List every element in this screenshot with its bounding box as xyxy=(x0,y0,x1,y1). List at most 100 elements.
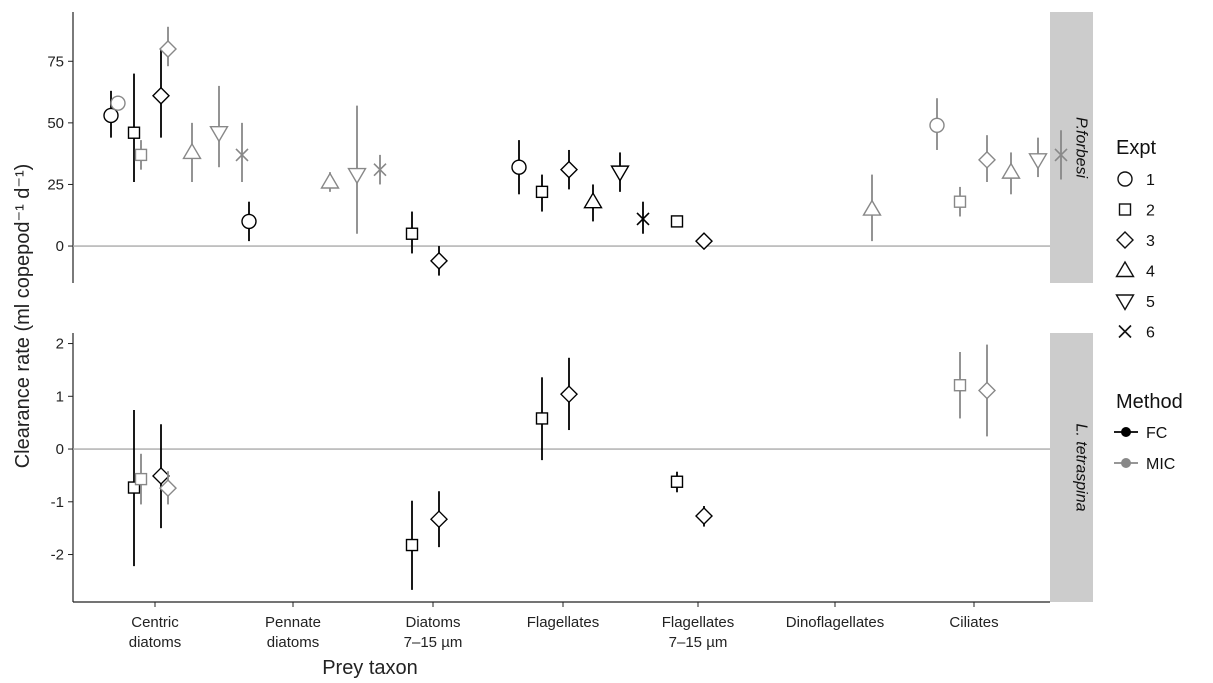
panel-2: L. tetraspina -2 -1 0 1 2 xyxy=(51,333,1093,603)
panel-strip xyxy=(1050,12,1093,283)
legend-expt-marker xyxy=(1116,231,1134,249)
data-point xyxy=(610,152,630,192)
data-point xyxy=(152,48,170,138)
x-tick-label: Flagellates xyxy=(662,614,735,631)
point-marker xyxy=(583,191,603,209)
data-point xyxy=(953,186,967,217)
x-tick-label: Ciliates xyxy=(949,614,998,631)
data-point xyxy=(978,135,996,182)
y-axis-title: Clearance rate (ml copepod⁻¹ d⁻¹) xyxy=(12,164,34,469)
panel-strip xyxy=(1050,333,1093,602)
legend-expt-marker xyxy=(1115,260,1135,278)
point-marker xyxy=(695,507,713,526)
point-marker xyxy=(241,213,257,230)
data-point xyxy=(1028,137,1048,178)
legend-expt-marker xyxy=(1115,294,1135,311)
data-point xyxy=(241,201,257,242)
x-tick-label: diatoms xyxy=(267,634,320,651)
x-tick-label: Pennate xyxy=(265,614,321,631)
data-point xyxy=(953,351,967,419)
data-point xyxy=(535,174,549,212)
data-point xyxy=(511,140,527,195)
data-point xyxy=(430,246,448,276)
y-tick-label: 50 xyxy=(47,115,64,132)
data-point xyxy=(636,201,650,234)
point-marker xyxy=(535,412,549,425)
point-marker xyxy=(978,381,996,400)
data-point xyxy=(670,215,684,228)
legend-expt-marker xyxy=(1118,324,1132,339)
legend-expt-label: 1 xyxy=(1146,172,1155,189)
point-marker xyxy=(670,215,684,228)
data-point xyxy=(929,98,945,150)
point-marker xyxy=(610,165,630,183)
point-marker xyxy=(235,148,249,162)
y-tick-label: -2 xyxy=(51,547,64,564)
y-tick-label: 0 xyxy=(56,441,64,458)
point-marker xyxy=(320,172,340,189)
legend-method-title: Method xyxy=(1116,391,1183,413)
point-marker xyxy=(373,163,387,177)
point-marker xyxy=(159,479,177,498)
data-point xyxy=(320,172,340,192)
legend-expt-label: 6 xyxy=(1146,325,1155,342)
data-point xyxy=(560,357,578,431)
legend-expt-marker xyxy=(1118,203,1132,216)
point-marker xyxy=(953,379,967,392)
data-point xyxy=(209,85,229,168)
data-point xyxy=(134,453,148,505)
x-tick-label: Flagellates xyxy=(527,614,600,631)
y-tick-label: 25 xyxy=(47,176,64,193)
legend-expt-title: Expt xyxy=(1116,137,1156,159)
data-point xyxy=(110,95,126,111)
point-marker xyxy=(152,466,170,485)
x-tick-label: Centric xyxy=(131,614,179,631)
data-point xyxy=(405,211,419,254)
legend-expt-label: 4 xyxy=(1146,264,1155,281)
x-axis-title: Prey taxon xyxy=(322,657,418,679)
point-marker xyxy=(103,107,119,124)
point-marker xyxy=(953,195,967,208)
data-point xyxy=(182,122,202,182)
point-marker xyxy=(670,475,684,488)
data-point xyxy=(670,471,684,493)
point-marker xyxy=(152,86,170,105)
point-marker xyxy=(862,199,882,216)
data-point xyxy=(695,506,713,527)
point-marker xyxy=(159,39,177,58)
point-marker xyxy=(978,150,996,169)
point-marker xyxy=(535,185,549,199)
point-marker xyxy=(134,148,148,162)
data-point xyxy=(152,424,170,529)
data-point xyxy=(235,122,249,182)
point-marker xyxy=(347,167,367,185)
x-axis: Centric diatoms Pennate diatoms Diatoms 7–15 … xyxy=(129,602,999,651)
data-point xyxy=(695,232,713,251)
data-point xyxy=(373,154,387,185)
point-marker xyxy=(430,251,448,270)
data-point xyxy=(978,344,996,437)
point-marker xyxy=(405,227,419,240)
data-point xyxy=(1001,152,1021,195)
legend-expt-label: 3 xyxy=(1146,233,1155,250)
point-marker xyxy=(430,510,448,529)
x-tick-label: Diatoms xyxy=(405,614,460,631)
panel-strip-label: P.forbesi xyxy=(1073,117,1090,179)
data-point xyxy=(347,105,367,234)
point-marker xyxy=(405,538,419,552)
data-point xyxy=(1054,130,1068,180)
x-tick-label: Dinoflagellates xyxy=(786,614,884,631)
point-marker xyxy=(636,212,650,226)
data-point xyxy=(127,73,141,182)
panel-1: P.forbesi 0 25 50 75 xyxy=(47,12,1093,283)
point-marker xyxy=(560,385,578,404)
x-tick-label: diatoms xyxy=(129,634,182,651)
point-marker xyxy=(1001,162,1021,179)
data-point xyxy=(535,377,549,461)
legend-expt-label: 2 xyxy=(1146,203,1155,220)
data-point xyxy=(103,90,119,138)
point-marker xyxy=(110,95,126,111)
point-marker xyxy=(182,142,202,160)
data-point xyxy=(127,410,141,567)
